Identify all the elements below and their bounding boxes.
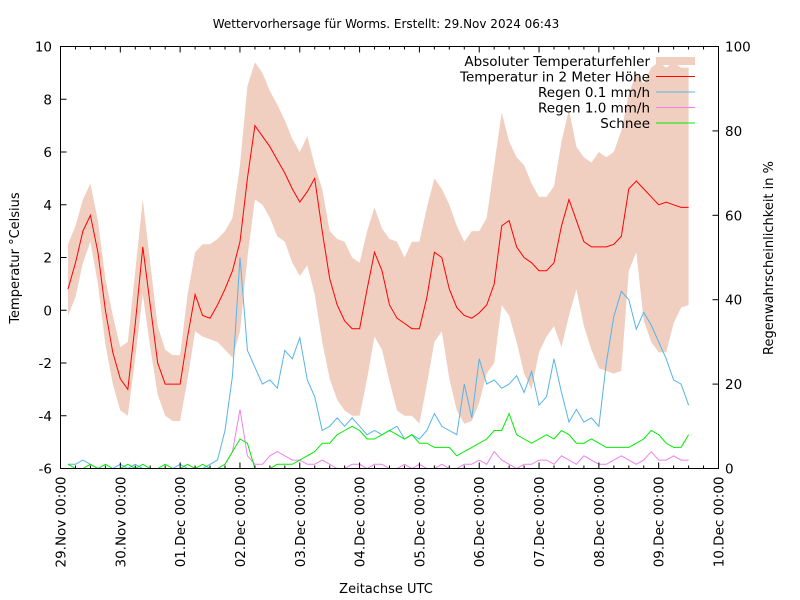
- y2-axis-label: Regenwahrscheinlichkeit in %: [762, 161, 777, 355]
- x-tick-label: 01.Dec 00:00: [173, 477, 189, 568]
- legend-label: Regen 0.1 mm/h: [538, 85, 650, 101]
- temperature-error-band-layer: [68, 62, 689, 424]
- y-tick-label: -4: [39, 409, 52, 425]
- y-tick-label: 6: [43, 145, 52, 161]
- x-tick-label: 08.Dec 00:00: [592, 477, 608, 568]
- x-tick-label: 05.Dec 00:00: [412, 477, 428, 568]
- y2-tick-label: 80: [725, 124, 742, 140]
- y2-tick-label: 100: [725, 40, 751, 56]
- x-tick-label: 04.Dec 00:00: [353, 477, 369, 568]
- x-tick-label: 02.Dec 00:00: [233, 477, 249, 568]
- x-tick-label: 06.Dec 00:00: [472, 477, 488, 568]
- y2-tick-label: 20: [725, 377, 742, 393]
- legend-label: Schnee: [600, 116, 650, 132]
- x-tick-label: 29.Nov 00:00: [54, 477, 70, 568]
- y-tick-label: 10: [35, 40, 52, 56]
- y2-tick-label: 0: [725, 462, 734, 478]
- temperature-error-band: [68, 62, 689, 424]
- y2-tick-label: 40: [725, 293, 742, 309]
- y-tick-label: -2: [39, 356, 52, 372]
- series-line-temperatur-in-2-meter-h-he: [67, 124, 689, 391]
- axis-ticks: 29.Nov 00:00 30.Nov 00:00 01.Dec 00:00 02.D…: [35, 40, 751, 568]
- y2-tick-label: 60: [725, 208, 742, 224]
- y-axis-label: Temperatur °Celsius: [8, 192, 23, 325]
- legend-label: Temperatur in 2 Meter Höhe: [459, 70, 650, 86]
- x-tick-label: 03.Dec 00:00: [293, 477, 309, 568]
- x-tick-label: 09.Dec 00:00: [652, 477, 668, 568]
- x-axis-label: Zeitachse UTC: [339, 582, 433, 597]
- series-line-regen-1-0-mm-h: [68, 409, 689, 470]
- legend-swatch-box: [656, 57, 695, 65]
- y-tick-label: -6: [39, 462, 52, 478]
- y-tick-label: 2: [43, 251, 52, 267]
- chart-title: Wettervorhersage für Worms. Erstellt: 29…: [213, 17, 560, 31]
- y-tick-label: 4: [43, 198, 52, 214]
- x-tick-label: 10.Dec 00:00: [712, 477, 728, 568]
- legend-label: Regen 1.0 mm/h: [538, 101, 650, 117]
- legend-label: Absoluter Temperaturfehler: [464, 54, 650, 70]
- y-tick-label: 8: [43, 92, 52, 108]
- x-tick-label: 30.Nov 00:00: [113, 477, 129, 568]
- series-line-schnee: [67, 412, 690, 470]
- y-tick-label: 0: [43, 303, 52, 319]
- x-tick-label: 07.Dec 00:00: [532, 477, 548, 568]
